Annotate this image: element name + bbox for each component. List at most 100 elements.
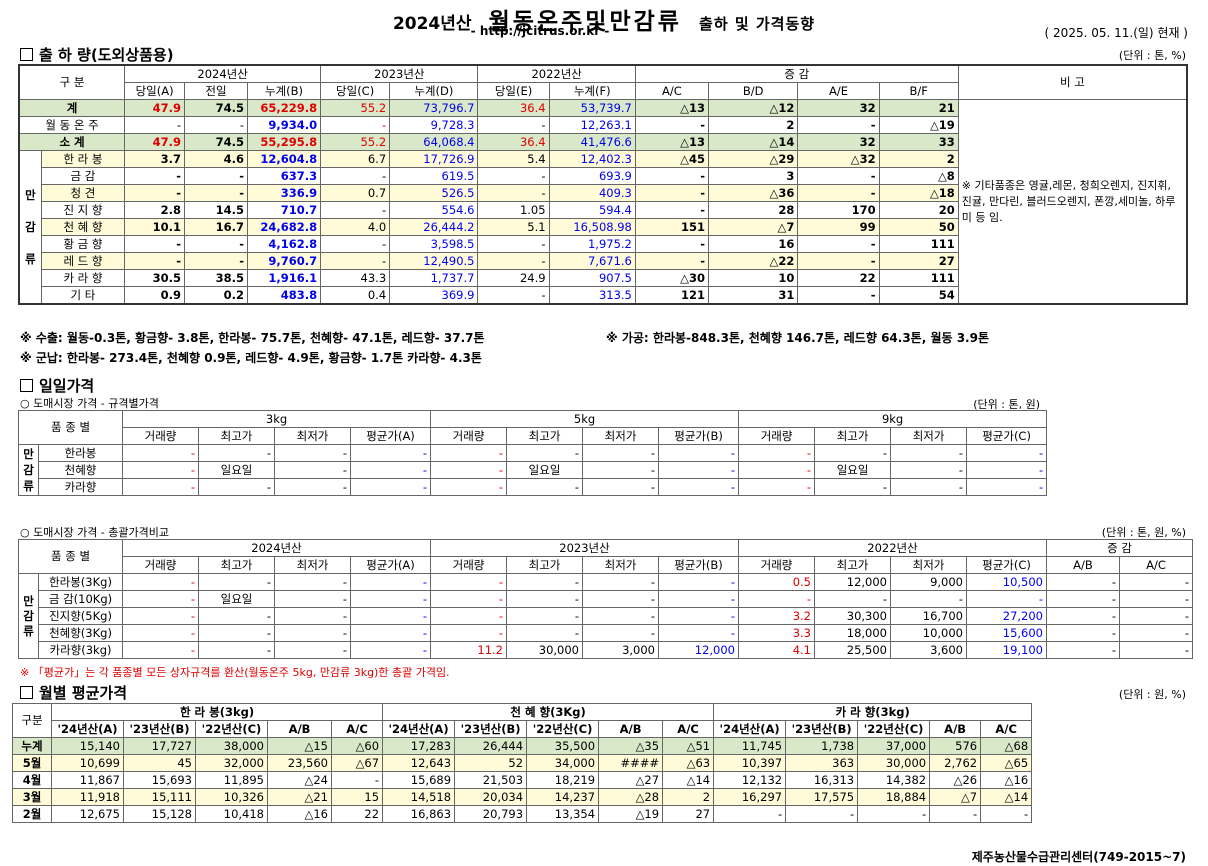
table-cell: -	[506, 573, 583, 591]
table-cell: 554.6	[389, 201, 479, 219]
table-cell: 55.2	[320, 99, 391, 117]
table-cell: 14,518	[382, 788, 456, 806]
column-header: A/C	[330, 720, 384, 738]
column-header: A/C	[980, 720, 1033, 738]
table-cell: 27	[878, 252, 959, 270]
table-cell: -	[634, 201, 709, 219]
table-cell: 18,884	[857, 788, 931, 806]
table-cell: 20,793	[454, 805, 528, 823]
table-cell: 12,604.8	[246, 150, 322, 168]
table-cell: 50	[878, 218, 959, 236]
table-row: 진지향(5Kg) - - - - - - - -3.2 30,300 16,700 27,200- -	[19, 607, 1194, 625]
table-cell: -	[320, 201, 391, 219]
section-shipment-title: 출 하 량(도외상품용)	[20, 44, 174, 65]
table-cell: △63	[662, 754, 715, 772]
table-cell: -	[713, 805, 787, 823]
table-cell: 526.5	[389, 184, 479, 202]
row-label: 카라향	[38, 478, 123, 496]
table-cell: -	[506, 607, 583, 625]
table-cell: -	[430, 590, 507, 608]
table-cell: -	[430, 624, 507, 642]
table-cell: △26	[929, 771, 982, 789]
table-cell: △65	[980, 754, 1033, 772]
table-cell: 17,727	[123, 737, 196, 755]
table-cell: 14,237	[526, 788, 600, 806]
table-row: 3월 11,918 15,111 10,326 △21 15 14,518 20,034 14,…	[12, 788, 1033, 806]
table-cell: △45	[634, 150, 709, 168]
column-header: B/D	[707, 82, 799, 100]
table-cell: 16,297	[713, 788, 787, 806]
table-cell: -	[797, 167, 880, 185]
table-cell: -	[274, 478, 351, 496]
table-cell: -	[274, 461, 351, 479]
table-cell: -	[184, 116, 248, 134]
header-item: 품 종 별	[18, 539, 123, 574]
table-cell: 4.6	[184, 150, 248, 168]
table-cell: 121	[634, 286, 709, 305]
row-label: 금 감	[40, 167, 126, 185]
table-row: 청 견 - -336.9 0.7 526.5-409.3- △36- △18	[19, 184, 1187, 202]
table-cell: △8	[878, 167, 959, 185]
table-cell: 111	[878, 269, 959, 287]
table-cell: ####	[598, 754, 664, 772]
column-header: 평균가(A)	[350, 556, 431, 574]
header-hallabong: 한 라 봉(3kg)	[50, 703, 384, 721]
table-cell: 369.9	[389, 286, 479, 305]
table-cell: 637.3	[246, 167, 322, 185]
table-cell: -	[966, 444, 1048, 462]
table-cell: -	[430, 444, 508, 462]
header-2023: 2023년산	[320, 64, 479, 83]
table-cell: △32	[797, 150, 880, 168]
table-cell: -	[184, 252, 248, 270]
table-cell: 74.5	[184, 99, 248, 117]
table-cell: -	[274, 624, 351, 642]
table-cell: △60	[330, 737, 384, 755]
table-cell: -	[857, 805, 931, 823]
section-daily-price-title: 일일가격	[20, 375, 94, 396]
table-cell: 18,000	[814, 624, 891, 642]
shipment-table: 구 분 2024년산 2023년산 2022년산 증 감 비 고 당일(A) 전일…	[18, 64, 1188, 305]
table-cell: 3	[707, 167, 799, 185]
section-daily-sub: ○ 도매시장 가격 - 규격별가격	[20, 397, 159, 410]
header-gubun: 구 분	[18, 64, 126, 100]
table-cell: 12,643	[382, 754, 456, 772]
table-cell: 2	[707, 116, 799, 134]
table-cell: 111	[878, 235, 959, 253]
table-cell: 12,263.1	[548, 116, 636, 134]
table-cell: -	[350, 624, 431, 642]
table-row: 계 47.9 74.5 65,229.8 55.2 73,796.7 36.4 53,739.…	[18, 99, 1188, 305]
table-cell: △19	[878, 116, 959, 134]
table-row: 카라향 - - - - - - - - - - - -	[19, 478, 1048, 496]
table-cell: 34,000	[526, 754, 600, 772]
section-summary-sub: ○ 도매시장 가격 - 총괄가격비교	[20, 526, 169, 539]
table-cell: -	[122, 478, 199, 496]
column-header: 거래량	[738, 556, 815, 574]
table-cell: 35,500	[526, 737, 600, 755]
table-cell: -	[320, 235, 391, 253]
table-cell: 11.2	[430, 641, 507, 659]
table-cell: -	[124, 184, 186, 202]
table-cell: 54	[878, 286, 959, 305]
row-label: 천 혜 향	[40, 218, 126, 236]
table-cell: -	[506, 624, 583, 642]
column-header: '23년산(B)	[123, 720, 196, 738]
table-row: 누계 15,140 17,727 38,000 △15 △60 17,283 26,444 35…	[12, 737, 1033, 755]
table-cell: 3.3	[738, 624, 815, 642]
table-cell: 16	[707, 235, 799, 253]
row-label: 카라향(3kg)	[38, 641, 123, 659]
note-processing: ※ 가공: 한라봉-848.3톤, 천혜향 146.7톤, 레드향 64.3톤,…	[606, 331, 990, 345]
table-cell: 1,738	[785, 737, 859, 755]
table-cell: -	[582, 607, 659, 625]
table-cell: -	[320, 167, 391, 185]
note-export: ※ 수출: 월동-0.3톤, 황금향- 3.8톤, 한라봉- 75.7톤, 천혜…	[20, 331, 485, 345]
site-url[interactable]: - http://jcitrus.or.kr -	[470, 24, 610, 38]
table-cell: 47.9	[124, 133, 186, 151]
table-cell: -	[582, 624, 659, 642]
table-cell: 21	[878, 99, 959, 117]
table-cell: 15,693	[123, 771, 196, 789]
table-cell: 3,000	[582, 641, 659, 659]
table-cell: 2.8	[124, 201, 186, 219]
